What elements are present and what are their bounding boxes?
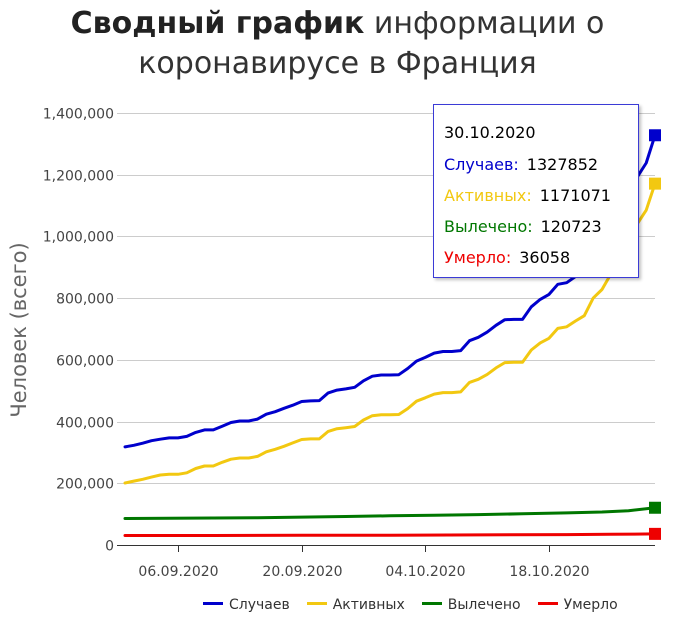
x-tick-label: 18.10.2020	[509, 564, 589, 580]
title-rest-part: информации о	[364, 6, 605, 41]
legend-item-recovered[interactable]: Вылечено	[421, 597, 521, 613]
tooltip-label-recovered: Вылечено:	[444, 217, 533, 236]
x-tick-label: 06.09.2020	[138, 564, 218, 580]
series-line-0	[123, 133, 657, 449]
tooltip-label-cases: Случаев:	[444, 155, 519, 174]
y-tick-label: 0	[105, 539, 114, 555]
tooltip-value-cases: 1327852	[526, 155, 599, 174]
tooltip-value-deaths: 36058	[519, 248, 571, 267]
tooltip-label-deaths: Умерло:	[444, 248, 512, 267]
y-axis-ticks: 0 200,000 400,000 600,000 800,000 1,000,000 1,…	[43, 107, 114, 555]
legend-label-recovered: Вылечено	[447, 597, 521, 613]
tooltip-row-active: Активных: 1171071	[444, 180, 638, 211]
x-tick-label: 20.09.2020	[262, 564, 342, 580]
x-tick-label: 04.10.2020	[385, 564, 465, 580]
chart-legend: Случаев Активных Вылечено Умерло	[203, 597, 635, 617]
series-line-2	[123, 506, 657, 520]
y-tick-label: 400,000	[56, 416, 114, 432]
y-tick-label: 1,400,000	[43, 107, 114, 123]
tooltip-date: 30.10.2020	[444, 123, 536, 142]
series-end-marker-2	[649, 501, 661, 514]
legend-swatch-cases	[203, 601, 223, 605]
series-line-3	[123, 532, 657, 537]
title-line-2: коронавирусе в Франция	[138, 46, 537, 81]
legend-item-active[interactable]: Активных	[306, 597, 405, 613]
series-lines	[123, 133, 657, 537]
series-line-1	[123, 182, 657, 485]
hover-tooltip: 30.10.2020 Случаев: 1327852 Активных: 1171…	[433, 104, 639, 278]
legend-label-cases: Случаев	[229, 597, 290, 613]
tooltip-row-recovered: Вылечено: 120723	[444, 211, 638, 242]
y-tick-label: 600,000	[56, 354, 114, 370]
legend-label-deaths: Умерло	[563, 597, 618, 613]
series-end-marker-3	[649, 527, 661, 540]
series-end-markers	[649, 129, 661, 540]
tooltip-row-cases: Случаев: 1327852	[444, 149, 638, 180]
y-tick-label: 200,000	[56, 477, 114, 493]
legend-swatch-active	[306, 601, 327, 605]
series-end-marker-1	[649, 177, 661, 190]
legend-swatch-deaths	[537, 601, 558, 605]
y-tick-label: 1,000,000	[43, 230, 114, 246]
title-line-1: Сводный график информации о	[71, 6, 605, 41]
legend-label-active: Активных	[332, 597, 405, 613]
grid-lines	[117, 113, 655, 546]
tooltip-label-active: Активных:	[444, 186, 532, 205]
series-end-marker-0	[649, 129, 661, 142]
legend-item-cases[interactable]: Случаев	[203, 597, 290, 613]
tooltip-row-deaths: Умерло: 36058	[444, 242, 638, 273]
y-axis-label: Человек (всего)	[7, 242, 31, 417]
tooltip-value-active: 1171071	[539, 186, 611, 205]
title-bold-part: Сводный график	[70, 6, 365, 41]
legend-swatch-recovered	[421, 601, 442, 605]
legend-item-deaths[interactable]: Умерло	[537, 597, 618, 613]
tooltip-value-recovered: 120723	[540, 217, 602, 236]
y-tick-label: 1,200,000	[43, 169, 114, 185]
chart-title: Сводный график информации о коронавирусе…	[0, 4, 675, 84]
x-axis-ticks: 06.09.2020 20.09.2020 04.10.2020 18.10.2020	[138, 545, 590, 580]
y-tick-label: 800,000	[56, 292, 114, 308]
